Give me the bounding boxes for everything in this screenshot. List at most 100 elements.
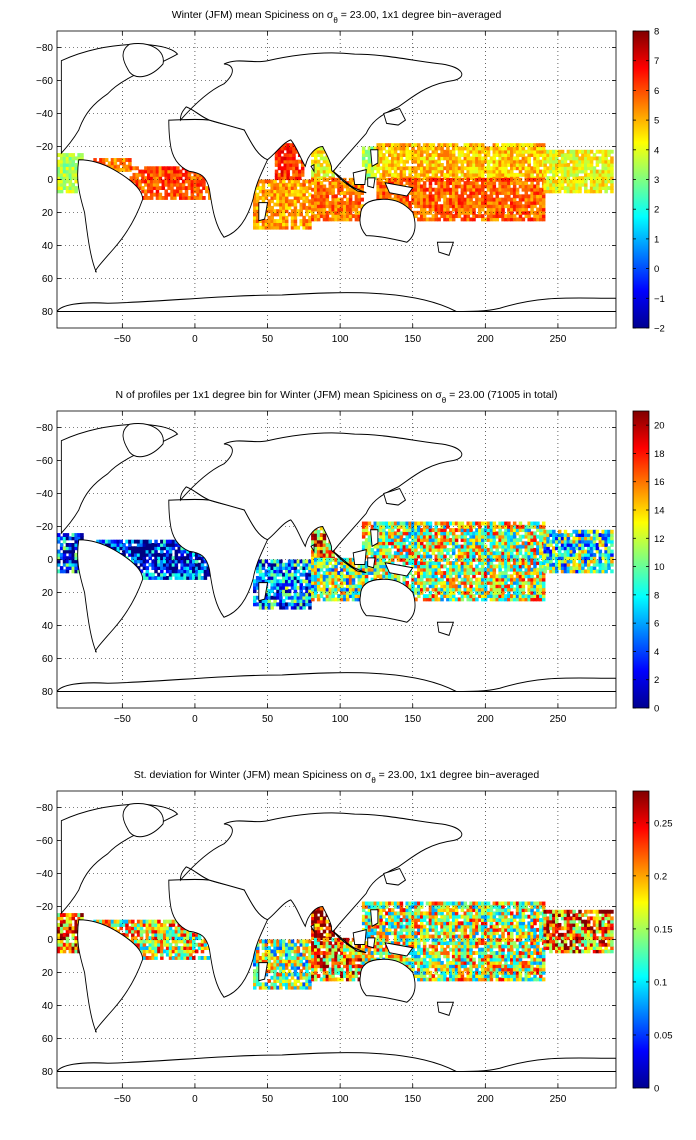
heatmap-cell xyxy=(472,163,476,167)
heatmap-cell xyxy=(292,156,296,161)
heatmap-cell xyxy=(385,571,389,575)
heatmap-cell xyxy=(408,561,412,566)
heatmap-cell xyxy=(376,146,380,151)
heatmap-cell xyxy=(569,149,574,154)
heatmap-cell xyxy=(311,169,315,174)
heatmap-cell xyxy=(475,197,479,202)
heatmap-cell xyxy=(604,163,608,167)
heatmap-cell xyxy=(451,181,456,186)
heatmap-cell xyxy=(434,557,439,562)
heatmap-cell xyxy=(370,146,375,151)
heatmap-cell xyxy=(512,214,517,219)
heatmap-cell xyxy=(449,200,453,205)
heatmap-cell xyxy=(434,580,439,585)
heatmap-cell xyxy=(178,192,183,197)
heatmap-cell xyxy=(417,146,421,151)
heatmap-cell xyxy=(541,214,546,219)
heatmap-cell xyxy=(293,179,298,184)
heatmap-cell xyxy=(284,215,289,220)
heatmap-cell xyxy=(501,191,505,195)
heatmap-cell xyxy=(287,559,292,564)
heatmap-cell xyxy=(293,189,298,194)
heatmap-cell xyxy=(417,210,421,215)
heatmap-cell xyxy=(367,534,372,539)
heatmap-cell xyxy=(460,551,465,556)
heatmap-cell xyxy=(419,538,424,542)
heatmap-cell xyxy=(279,199,283,204)
heatmap-cell xyxy=(469,547,473,552)
heatmap-cell xyxy=(316,564,321,569)
heatmap-cell xyxy=(524,580,529,585)
heatmap-cell xyxy=(122,549,126,554)
heatmap-cell xyxy=(478,567,482,572)
heatmap-cell xyxy=(74,179,78,184)
heatmap-cell xyxy=(524,214,529,219)
heatmap-cell xyxy=(396,541,401,546)
heatmap-cell xyxy=(382,564,386,569)
heatmap-cell xyxy=(557,159,562,164)
panel-title: N of profiles per 1x1 degree bin for Win… xyxy=(116,389,558,405)
heatmap-cell xyxy=(65,172,70,177)
heatmap-cell xyxy=(507,181,511,186)
heatmap-cell xyxy=(536,149,540,154)
heatmap-cell xyxy=(504,551,508,556)
heatmap-cell xyxy=(489,194,494,199)
heatmap-cell xyxy=(144,182,148,187)
heatmap-cell xyxy=(543,159,547,164)
heatmap-cell xyxy=(160,556,164,561)
heatmap-cell xyxy=(370,554,375,559)
heatmap-cell xyxy=(460,594,465,599)
heatmap-cell xyxy=(158,169,163,174)
heatmap-cell xyxy=(162,556,167,561)
heatmap-cell xyxy=(390,146,395,151)
heatmap-cell xyxy=(279,192,283,197)
heatmap-cell xyxy=(431,149,436,154)
heatmap-cell xyxy=(284,182,289,187)
heatmap-cell xyxy=(501,531,505,536)
heatmap-cell xyxy=(440,541,444,546)
heatmap-cell xyxy=(382,524,386,529)
heatmap-cell xyxy=(181,192,186,197)
heatmap-cell xyxy=(486,194,491,199)
heatmap-cell xyxy=(302,199,306,204)
heatmap-cell xyxy=(463,534,468,539)
heatmap-cell xyxy=(286,143,290,148)
heatmap-cell xyxy=(437,580,441,585)
heatmap-cell xyxy=(501,187,505,192)
heatmap-cell xyxy=(431,541,436,546)
heatmap-cell xyxy=(466,528,470,533)
heatmap-cell xyxy=(504,197,508,202)
heatmap-cell xyxy=(552,189,556,194)
heatmap-cell xyxy=(328,546,333,551)
heatmap-cell xyxy=(133,562,138,567)
heatmap-cell xyxy=(408,584,412,589)
heatmap-cell xyxy=(581,179,585,184)
heatmap-cell xyxy=(287,192,292,197)
heatmap-cell xyxy=(504,538,508,542)
heatmap-cell xyxy=(261,225,266,230)
heatmap-cell xyxy=(331,564,335,569)
heatmap-cell xyxy=(316,181,321,186)
heatmap-cell xyxy=(345,207,350,212)
heatmap-cell xyxy=(148,562,152,567)
heatmap-cell xyxy=(348,594,353,599)
heatmap-cell xyxy=(68,552,73,557)
heatmap-cell xyxy=(408,554,412,559)
heatmap-cell xyxy=(581,163,585,167)
heatmap-cell xyxy=(255,585,260,590)
heatmap-cell xyxy=(299,182,303,187)
heatmap-cell xyxy=(417,567,421,572)
heatmap-cell xyxy=(449,547,453,552)
heatmap-cell xyxy=(480,571,485,575)
heatmap-cell xyxy=(451,571,456,575)
heatmap-cell xyxy=(282,585,286,590)
heatmap-cell xyxy=(483,534,488,539)
heatmap-cell xyxy=(253,595,257,600)
heatmap-cell xyxy=(446,590,450,595)
heatmap-cell xyxy=(325,549,330,554)
heatmap-cell xyxy=(536,551,540,556)
heatmap-cell xyxy=(592,156,597,161)
heatmap-cell xyxy=(472,551,476,556)
heatmap-cell xyxy=(434,149,439,154)
heatmap-cell xyxy=(530,194,534,199)
